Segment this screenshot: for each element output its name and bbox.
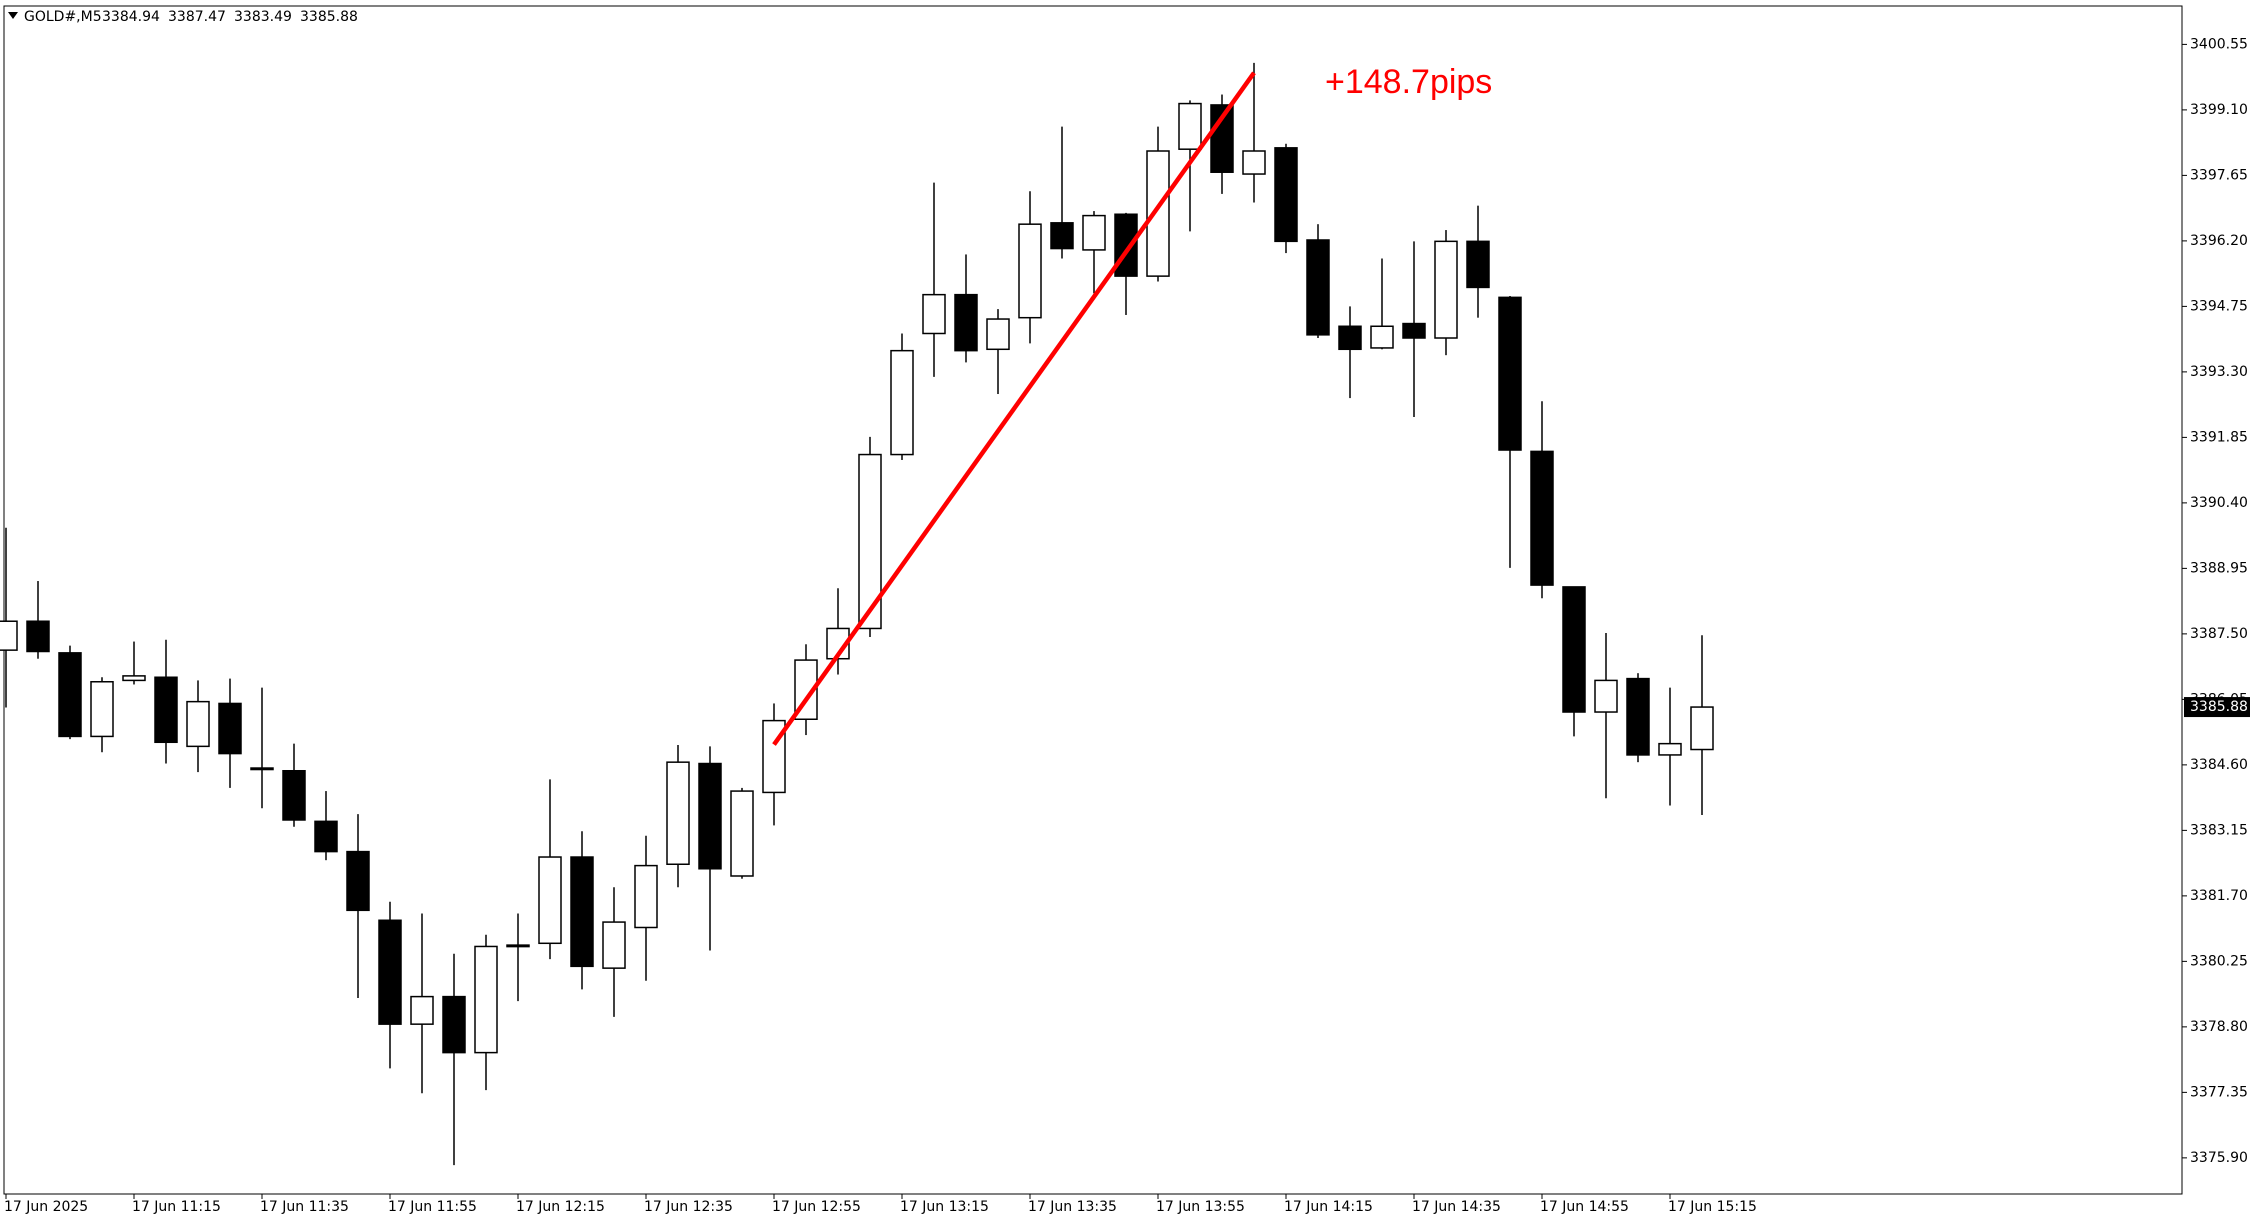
candle-body-down bbox=[1274, 147, 1298, 243]
y-tick-label: 3397.65 bbox=[2190, 167, 2248, 183]
trend-line bbox=[772, 71, 1256, 746]
candle-body-up bbox=[186, 700, 210, 748]
x-tick-label: 17 Jun 14:35 bbox=[1412, 1199, 1501, 1215]
candle-body-up bbox=[1242, 150, 1266, 175]
candle-body-up bbox=[474, 945, 498, 1054]
candle-body-up bbox=[1658, 742, 1682, 756]
candle-body-down bbox=[314, 820, 338, 853]
candle-body-up bbox=[666, 761, 690, 866]
header-value: 3385.88 bbox=[300, 9, 358, 25]
y-tick-label: 3375.90 bbox=[2190, 1150, 2248, 1166]
candle-body-up bbox=[986, 318, 1010, 351]
x-tick-label: 17 Jun 11:55 bbox=[388, 1199, 477, 1215]
x-tick-label: 17 Jun 13:55 bbox=[1156, 1199, 1245, 1215]
header-value: 3384.94 bbox=[102, 9, 160, 25]
candle-body-up bbox=[538, 856, 562, 945]
candle-body-up bbox=[1434, 240, 1458, 339]
candle-body-down bbox=[442, 995, 466, 1054]
y-tick-label: 3387.50 bbox=[2190, 626, 2248, 642]
y-tick-label: 3400.55 bbox=[2190, 36, 2248, 52]
candle-body-up bbox=[1370, 325, 1394, 349]
y-tick-label: 3380.25 bbox=[2190, 953, 2248, 969]
x-tick-label: 17 Jun 12:15 bbox=[516, 1199, 605, 1215]
x-tick-label: 17 Jun 11:35 bbox=[260, 1199, 349, 1215]
plot-frame bbox=[3, 5, 2183, 1195]
candle-body-down bbox=[698, 762, 722, 870]
candle-body-down bbox=[954, 293, 978, 352]
candle-body-down bbox=[1114, 213, 1138, 277]
candle-body-down bbox=[378, 919, 402, 1025]
candle-body-down bbox=[1498, 296, 1522, 451]
candle-body-down bbox=[1466, 240, 1490, 289]
candle-body-up bbox=[1178, 102, 1202, 150]
y-tick-label: 3393.30 bbox=[2190, 364, 2248, 380]
x-tick-label: 17 Jun 12:35 bbox=[644, 1199, 733, 1215]
candle-body-up bbox=[1594, 679, 1618, 713]
x-tick-label: 17 Jun 12:55 bbox=[772, 1199, 861, 1215]
y-tick-label: 3391.85 bbox=[2190, 429, 2248, 445]
candle-body-down bbox=[1402, 322, 1426, 339]
candle-body-up bbox=[122, 675, 146, 682]
y-tick-label: 3399.10 bbox=[2190, 102, 2248, 118]
candle-body-up bbox=[1146, 150, 1170, 277]
y-tick-label: 3390.40 bbox=[2190, 495, 2248, 511]
annotation: +148.7pips bbox=[1325, 63, 1492, 101]
candle-body-up bbox=[858, 453, 882, 630]
candle-body-down bbox=[1626, 677, 1650, 756]
candle-body-up bbox=[890, 349, 914, 456]
y-tick-label: 3383.15 bbox=[2190, 822, 2248, 838]
header-value: 3387.47 bbox=[168, 9, 226, 25]
x-tick-label: 17 Jun 14:15 bbox=[1284, 1199, 1373, 1215]
x-tick-label: 17 Jun 13:15 bbox=[900, 1199, 989, 1215]
x-tick-label: 17 Jun 2025 bbox=[4, 1199, 88, 1215]
candle-body-up bbox=[730, 790, 754, 877]
candle-body-down bbox=[570, 856, 594, 968]
candle-body-down bbox=[1562, 586, 1586, 713]
candle-body-up bbox=[1018, 223, 1042, 319]
candle-body-down bbox=[1306, 239, 1330, 336]
candle-body-down bbox=[1530, 450, 1554, 586]
y-tick-label: 3388.95 bbox=[2190, 560, 2248, 576]
menu-arrow[interactable] bbox=[8, 12, 18, 19]
candles bbox=[0, 62, 1714, 1166]
header-value: 3383.49 bbox=[234, 9, 292, 25]
candle-body-down bbox=[282, 769, 306, 821]
candle-body-down bbox=[218, 702, 242, 755]
candle-body-down bbox=[58, 652, 82, 738]
candle-body-down bbox=[1050, 222, 1074, 250]
y-tick-label: 3394.75 bbox=[2190, 298, 2248, 314]
candle-body-down bbox=[346, 850, 370, 912]
y-tick-label: 3378.80 bbox=[2190, 1019, 2248, 1035]
candle-body-down bbox=[1338, 325, 1362, 351]
candle-body-down bbox=[26, 620, 50, 653]
candle-body-down bbox=[250, 767, 274, 771]
candle-body-down bbox=[154, 676, 178, 744]
price-tag-label: 3385.88 bbox=[2190, 699, 2248, 715]
price-tag bbox=[2184, 697, 2250, 718]
candle-body-up bbox=[0, 620, 18, 651]
candle-body-up bbox=[90, 681, 114, 738]
x-tick-label: 17 Jun 15:15 bbox=[1668, 1199, 1757, 1215]
y-tick-label: 3396.20 bbox=[2190, 233, 2248, 249]
candle-body-up bbox=[922, 293, 946, 335]
y-tick-label: 3377.35 bbox=[2190, 1084, 2248, 1100]
y-tick-label: 3381.70 bbox=[2190, 888, 2248, 904]
y-tick-label: 3384.60 bbox=[2190, 757, 2248, 773]
x-tick-label: 17 Jun 11:15 bbox=[132, 1199, 221, 1215]
candle-body-up bbox=[602, 921, 626, 969]
x-tick-label: 17 Jun 14:55 bbox=[1540, 1199, 1629, 1215]
candle-body-up bbox=[634, 864, 658, 929]
candle-body-down bbox=[506, 944, 530, 948]
symbol: GOLD#,M5 bbox=[24, 9, 102, 25]
x-tick-label: 17 Jun 13:35 bbox=[1028, 1199, 1117, 1215]
candle-body-up bbox=[1082, 214, 1106, 251]
candle-body-up bbox=[410, 995, 434, 1025]
candle-body-up bbox=[1690, 706, 1714, 751]
